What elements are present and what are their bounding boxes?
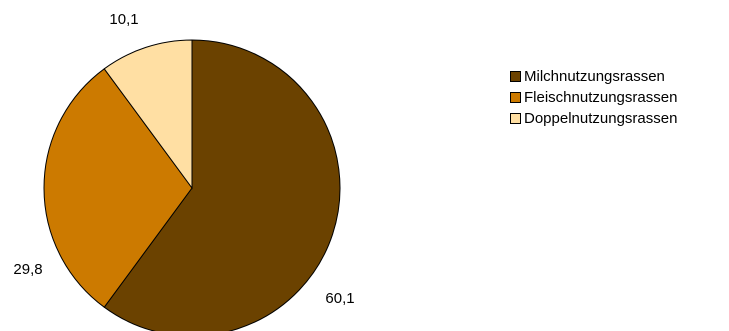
pie-slice-doppelnutzungsrassen: [103, 39, 193, 190]
legend-swatch-fleischnutzungsrassen: [510, 92, 521, 103]
legend-item-milchnutzungsrassen: Milchnutzungsrassen: [510, 66, 677, 87]
legend-swatch-doppelnutzungsrassen: [510, 113, 521, 124]
legend-label-milchnutzungsrassen: Milchnutzungsrassen: [524, 68, 665, 85]
legend-label-fleischnutzungsrassen: Fleischnutzungsrassen: [524, 89, 678, 106]
chart-legend: Milchnutzungsrassen Fleischnutzungsrasse…: [510, 66, 677, 129]
pie-slice-milchnutzungsrassen: [103, 39, 341, 331]
pie-slice-fleischnutzungsrassen: [43, 68, 193, 308]
data-label-doppelnutzungsrassen: 10,1: [109, 11, 138, 28]
data-label-fleischnutzungsrassen: 29,8: [13, 261, 42, 278]
legend-label-doppelnutzungsrassen: Doppelnutzungsrassen: [524, 110, 678, 127]
legend-swatch-milchnutzungsrassen: [510, 71, 521, 82]
legend-item-fleischnutzungsrassen: Fleischnutzungsrassen: [510, 87, 677, 108]
legend-item-doppelnutzungsrassen: Doppelnutzungsrassen: [510, 108, 677, 129]
data-label-milchnutzungsrassen: 60,1: [325, 290, 354, 307]
